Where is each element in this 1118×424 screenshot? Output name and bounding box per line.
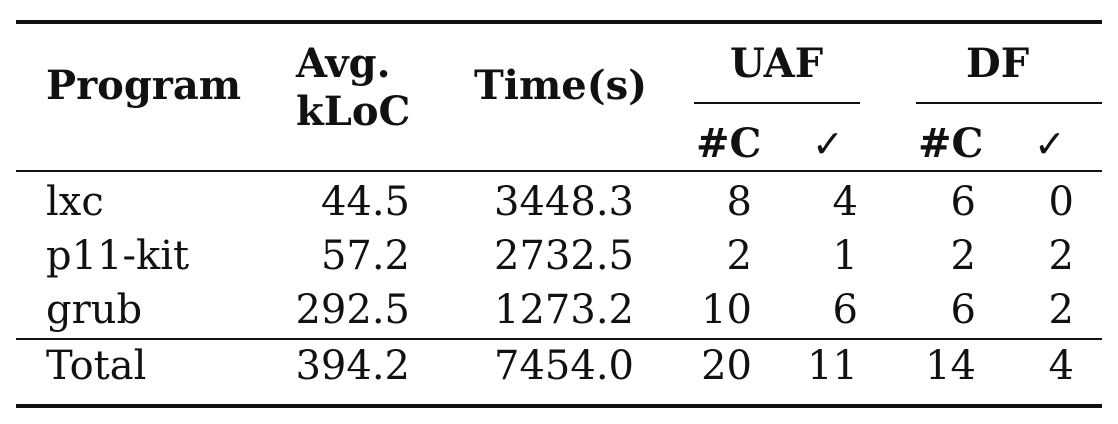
row-uaf-confirmed: 6 [832,287,858,333]
row-df-confirmed: 2 [1048,233,1074,279]
row-uaf-confirmed: 4 [832,179,858,225]
header-df-count: #C [918,120,984,167]
row-uaf-count: 8 [726,179,752,225]
bottom-rule [16,404,1102,408]
row-df-count: 2 [950,233,976,279]
row-kloc: 44.5 [320,179,410,225]
row-program: grub [46,287,143,333]
row-df-confirmed: 2 [1048,287,1074,333]
row-program: p11-kit [46,233,190,279]
row-kloc: 57.2 [320,233,410,279]
row-uaf-count: 10 [701,287,752,333]
total-uaf-count: 20 [701,343,752,389]
row-df-count: 6 [950,179,976,225]
row-time: 2732.5 [494,233,634,279]
header-uaf: UAF [730,40,824,87]
total-label: Total [46,343,147,389]
row-df-count: 6 [950,287,976,333]
total-time: 7454.0 [494,343,634,389]
header-time: Time(s) [474,62,648,109]
total-uaf-confirmed: 11 [807,343,858,389]
uaf-underline [694,102,860,104]
header-avg: Avg. [296,40,391,87]
df-underline [916,102,1102,104]
header-uaf-confirmed-checkmark-icon: ✓ [812,122,844,166]
header-uaf-count: #C [696,120,762,167]
row-uaf-count: 2 [726,233,752,279]
row-time: 3448.3 [494,179,634,225]
total-df-count: 14 [925,343,976,389]
row-program: lxc [46,179,104,225]
row-df-confirmed: 0 [1048,179,1074,225]
header-rule [16,170,1102,172]
total-kloc: 394.2 [295,343,410,389]
top-rule [16,20,1102,24]
header-df-confirmed-checkmark-icon: ✓ [1034,122,1066,166]
total-rule [16,338,1102,340]
header-df: DF [966,40,1030,87]
row-uaf-confirmed: 1 [832,233,858,279]
header-kloc: kLoC [296,88,411,135]
header-program: Program [46,62,242,109]
total-df-confirmed: 4 [1048,343,1074,389]
row-time: 1273.2 [494,287,634,333]
row-kloc: 292.5 [295,287,410,333]
